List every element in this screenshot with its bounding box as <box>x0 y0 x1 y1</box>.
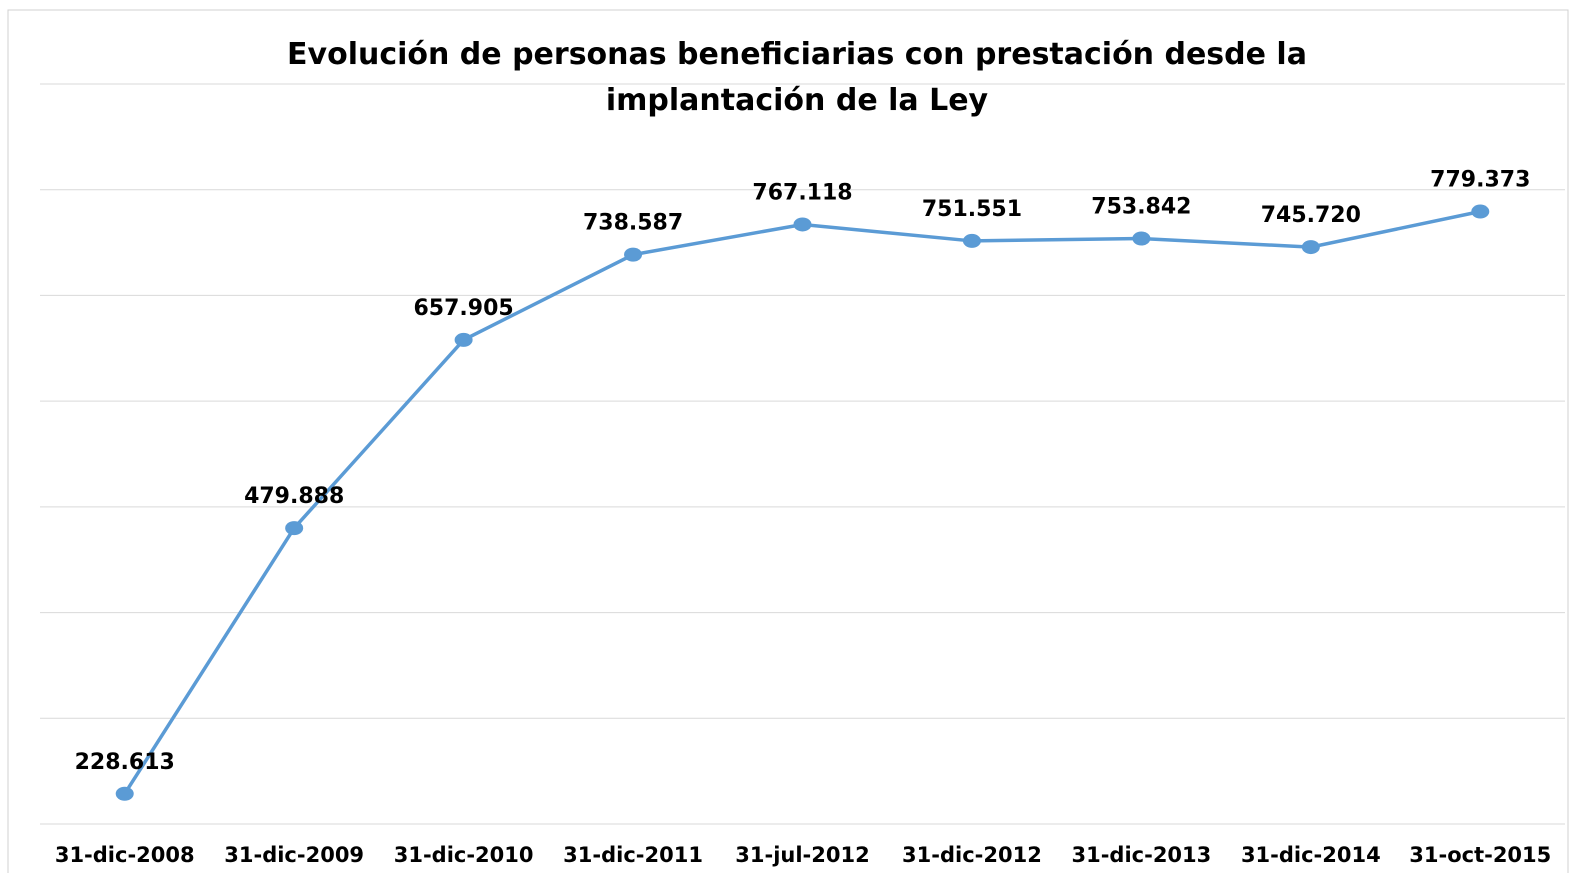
marker <box>1132 231 1151 246</box>
marker <box>1301 240 1320 255</box>
x-tick-label: 31-dic-2011 <box>563 843 703 867</box>
data-label: 779.373 <box>1430 168 1530 193</box>
x-tick-label: 31-dic-2009 <box>224 843 364 867</box>
data-label: 657.905 <box>414 296 514 321</box>
marker <box>1471 204 1490 219</box>
data-label: 745.720 <box>1261 203 1361 228</box>
marker <box>624 247 643 262</box>
chart-border <box>7 9 1569 873</box>
marker <box>115 786 134 801</box>
marker <box>454 332 473 347</box>
x-tick-label: 31-dic-2012 <box>902 843 1042 867</box>
x-tick-label: 31-dic-2013 <box>1071 843 1211 867</box>
data-label: 753.842 <box>1091 195 1191 220</box>
chart-title: Evolución de personas beneficiarias con … <box>287 37 1307 118</box>
marker <box>285 521 304 536</box>
x-tick-label: 31-jul-2012 <box>735 843 869 867</box>
x-tick-label: 31-oct-2015 <box>1409 843 1551 867</box>
x-tick-label: 31-dic-2014 <box>1241 843 1381 867</box>
data-label: 767.118 <box>752 180 852 205</box>
x-tick-label: 31-dic-2008 <box>55 843 195 867</box>
data-label: 479.888 <box>244 484 344 509</box>
marker <box>793 217 812 232</box>
data-label: 751.551 <box>922 197 1022 222</box>
marker <box>962 233 981 248</box>
data-label: 738.587 <box>583 211 683 236</box>
data-label: 228.613 <box>75 750 175 775</box>
x-tick-label: 31-dic-2010 <box>394 843 534 867</box>
